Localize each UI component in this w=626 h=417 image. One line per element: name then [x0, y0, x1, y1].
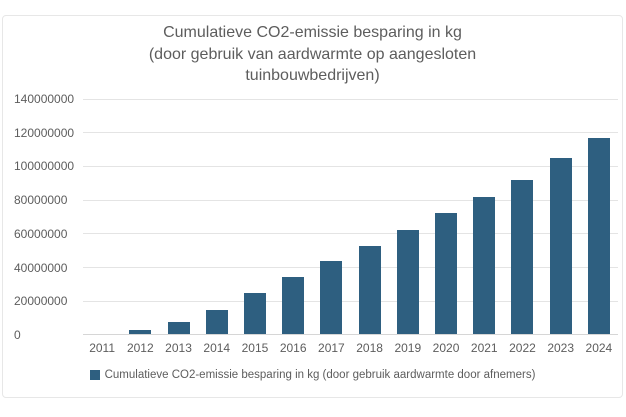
y-tick-label-20000000: 20000000	[14, 294, 68, 309]
gridline-80000000	[83, 199, 618, 201]
bar-2017	[320, 261, 343, 334]
x-tick-label-2015: 2015	[241, 341, 269, 355]
x-tick-label-2012: 2012	[126, 341, 154, 355]
bar-2018	[358, 246, 381, 334]
x-tick-label-2013: 2013	[165, 341, 192, 355]
x-tick-label-2020: 2020	[432, 341, 460, 355]
x-tick-label-2024: 2024	[585, 341, 613, 355]
bar-2022	[511, 180, 534, 334]
y-tick-label-140000000: 140000000	[14, 92, 75, 106]
x-tick-label-2023: 2023	[547, 341, 575, 355]
plot-area	[83, 98, 618, 335]
x-tick-label-2021: 2021	[470, 341, 498, 355]
chart-container: Cumulatieve CO2-emissie besparing in kg …	[2, 15, 623, 398]
x-tick-label-2018: 2018	[356, 341, 383, 355]
gridline-120000000	[83, 132, 618, 134]
legend: Cumulatieve CO2-emissie besparing in kg …	[3, 369, 622, 381]
bar-2023	[549, 158, 572, 334]
legend-swatch-icon	[89, 370, 100, 380]
x-tick-label-2011: 2011	[89, 341, 115, 355]
gridline-60000000	[83, 233, 618, 235]
chart-title-line-3: tuinbouwbedrijven)	[245, 67, 380, 84]
y-tick-label-40000000: 40000000	[14, 260, 68, 275]
y-tick-label-120000000: 120000000	[14, 125, 75, 140]
y-tick-label-0: 0	[14, 328, 21, 342]
chart-title-line-2: (door gebruik van aardwarmte op aangeslo…	[148, 45, 477, 63]
chart-title: Cumulatieve CO2-emissie besparing in kg …	[3, 22, 622, 87]
x-tick-label-2014: 2014	[203, 341, 231, 355]
legend-label: Cumulatieve CO2-emissie besparing in kg …	[104, 369, 536, 381]
gridline-140000000	[83, 98, 618, 100]
y-tick-label-100000000: 100000000	[14, 159, 75, 174]
bar-2024	[587, 138, 610, 334]
bar-2015	[243, 293, 266, 334]
x-tick-label-2017: 2017	[318, 341, 345, 355]
gridline-100000000	[83, 165, 618, 167]
x-tick-label-2019: 2019	[394, 341, 422, 355]
bar-2019	[396, 230, 419, 334]
bar-2016	[282, 277, 305, 334]
gridline-20000000	[83, 300, 618, 302]
y-tick-label-80000000: 80000000	[14, 193, 68, 208]
gridline-40000000	[83, 267, 618, 269]
bar-2013	[167, 322, 190, 334]
bar-2021	[473, 197, 496, 334]
chart-title-line-1: Cumulatieve CO2-emissie besparing in kg	[163, 24, 462, 41]
x-tick-label-2016: 2016	[279, 341, 307, 355]
bar-2020	[435, 213, 458, 334]
x-tick-label-2022: 2022	[509, 341, 536, 355]
bar-2014	[205, 310, 228, 334]
bar-2012	[129, 330, 152, 334]
y-tick-label-60000000: 60000000	[14, 226, 68, 241]
